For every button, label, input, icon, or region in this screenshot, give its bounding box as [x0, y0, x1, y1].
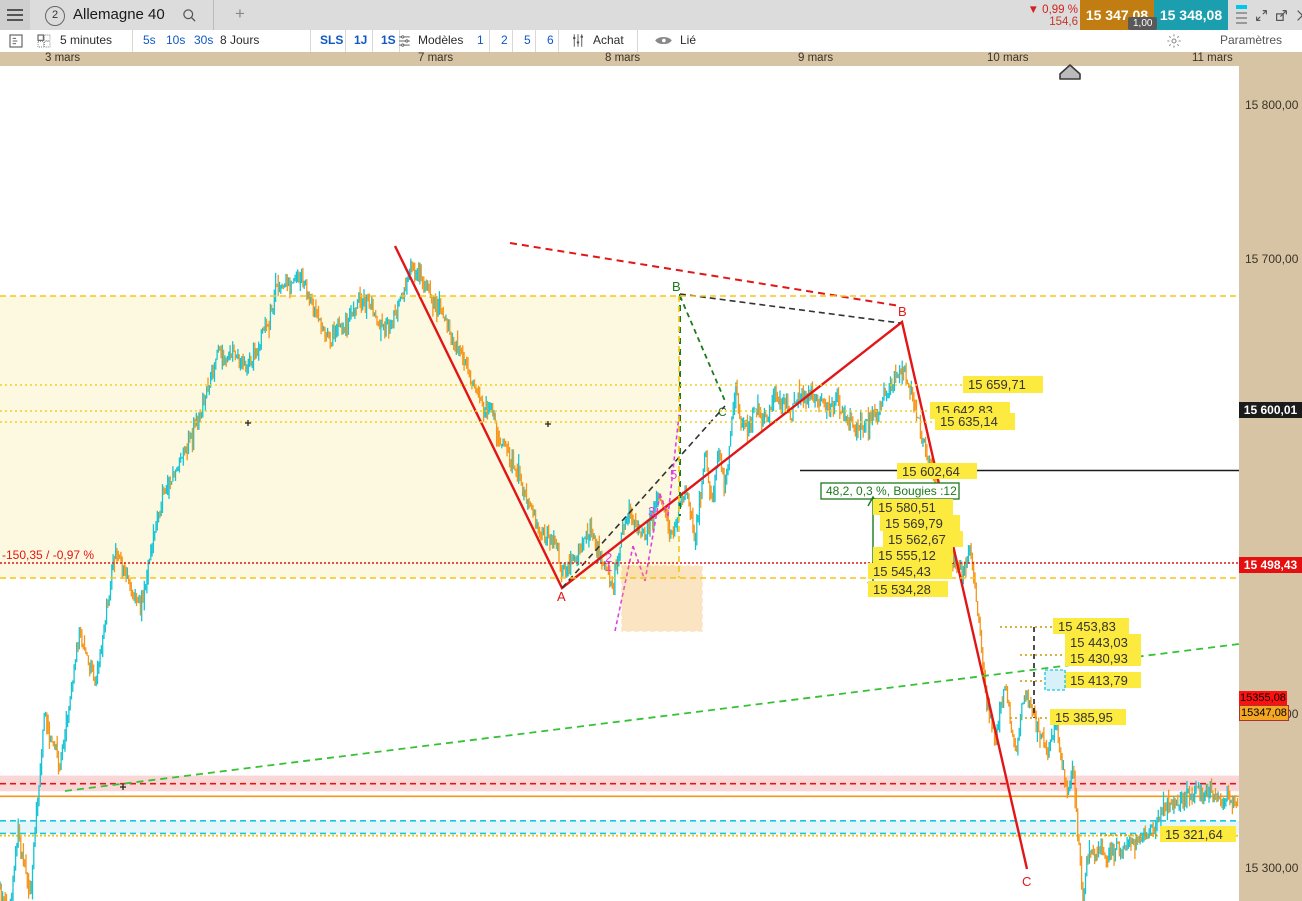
svg-text:3: 3 [648, 504, 655, 519]
svg-text:15 635,14: 15 635,14 [940, 414, 998, 429]
svg-text:15 562,67: 15 562,67 [888, 532, 946, 547]
svg-text:15 580,51: 15 580,51 [878, 500, 936, 515]
svg-text:48,2, 0,3 %, Bougies :12: 48,2, 0,3 %, Bougies :12 [826, 484, 957, 498]
svg-text:C: C [718, 405, 727, 419]
svg-text:A: A [557, 589, 566, 604]
svg-text:15 569,79: 15 569,79 [885, 516, 943, 531]
svg-text:15 659,71: 15 659,71 [968, 377, 1026, 392]
svg-text:C: C [1022, 874, 1031, 889]
svg-text:15 534,28: 15 534,28 [873, 582, 931, 597]
svg-text:15 321,64: 15 321,64 [1165, 827, 1223, 842]
svg-text:15 555,12: 15 555,12 [878, 548, 936, 563]
svg-text:15 602,64: 15 602,64 [902, 464, 960, 479]
svg-text:15 453,83: 15 453,83 [1058, 619, 1116, 634]
svg-text:5: 5 [670, 467, 677, 482]
svg-text:B: B [672, 279, 681, 294]
svg-text:15 545,43: 15 545,43 [873, 564, 931, 579]
svg-text:15 413,79: 15 413,79 [1070, 673, 1128, 688]
svg-text:15 385,95: 15 385,95 [1055, 710, 1113, 725]
svg-text:15 443,03: 15 443,03 [1070, 635, 1128, 650]
svg-text:15 430,93: 15 430,93 [1070, 651, 1128, 666]
svg-text:B: B [898, 304, 907, 319]
svg-text:-150,35 / -0,97 %: -150,35 / -0,97 % [2, 548, 94, 562]
